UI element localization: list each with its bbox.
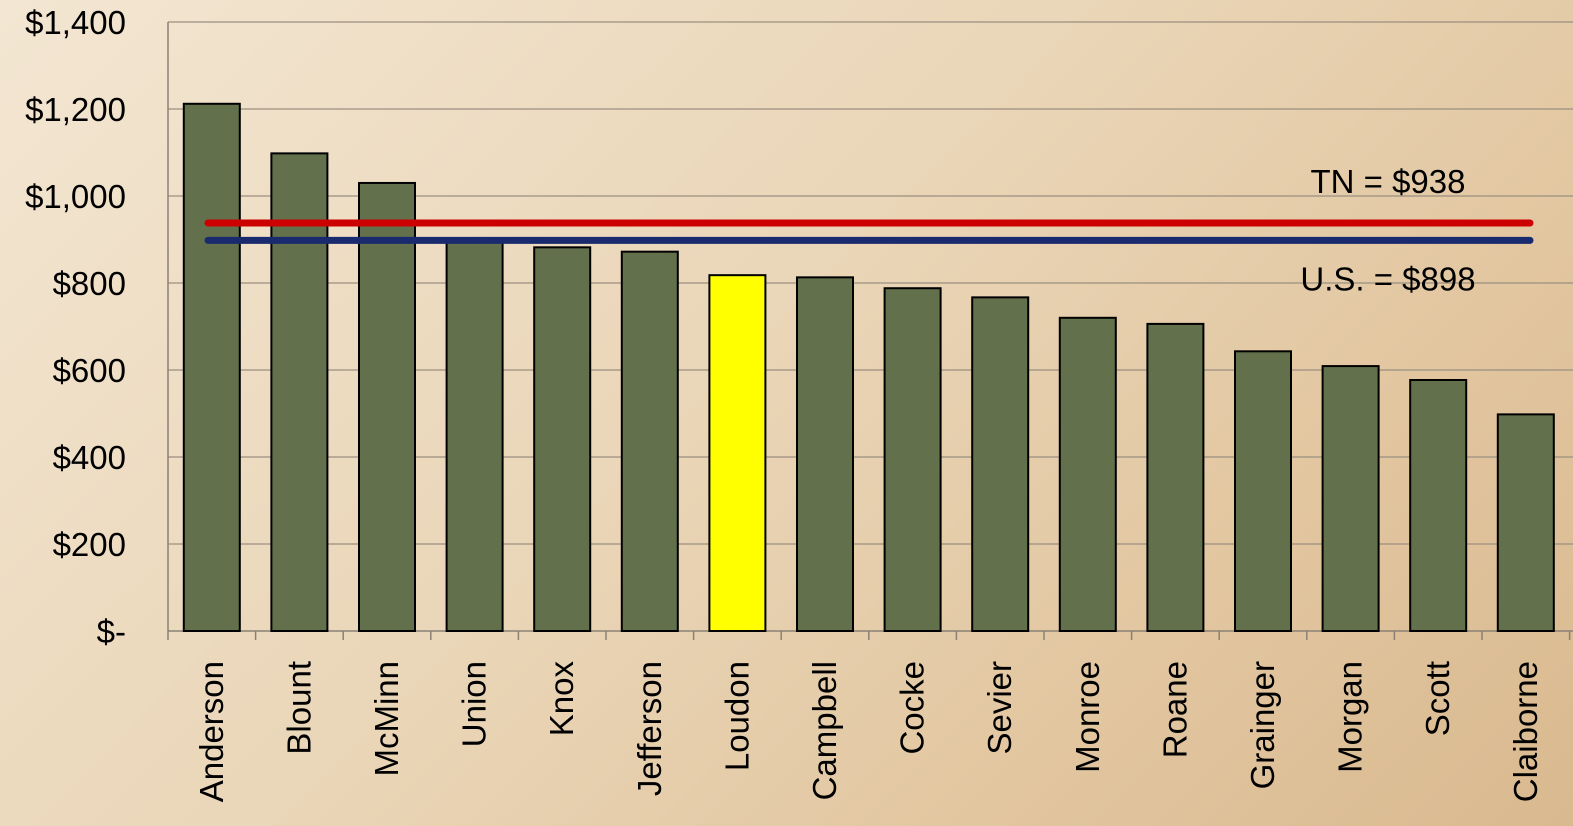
- bars: [182, 102, 1555, 633]
- y-tick-label: $400: [53, 439, 126, 476]
- x-tick-label: Union: [456, 661, 493, 747]
- x-tick-label: Jefferson: [631, 661, 668, 796]
- y-tick-label: $1,000: [25, 178, 126, 215]
- bar-mcminn: [358, 181, 416, 632]
- labels: $- $200 $400 $600 $800 $1,000 $1,200 $1,400 Ande…: [25, 4, 1544, 802]
- x-tick-label: Morgan: [1332, 661, 1369, 773]
- bar-roane: [1146, 322, 1205, 632]
- y-tick-label: $1,400: [25, 4, 126, 41]
- bar-loudon: [708, 274, 767, 632]
- reference-line-label: TN = $938: [1310, 163, 1465, 200]
- bar-blount: [270, 152, 329, 632]
- x-tick-label: Claiborne: [1507, 661, 1544, 802]
- y-tick-label: $-: [97, 613, 126, 650]
- x-tick-label: McMinn: [368, 661, 405, 777]
- reference-lines: [204, 219, 1534, 244]
- bar-grainger: [1234, 350, 1292, 632]
- x-tick-label: Cocke: [894, 661, 931, 755]
- reference-line-label: U.S. = $898: [1300, 260, 1475, 297]
- bar-monroe: [1058, 316, 1117, 632]
- x-tick-label: Campbell: [806, 661, 843, 800]
- x-tick-label: Scott: [1419, 661, 1456, 736]
- x-tick-label: Anderson: [193, 661, 230, 802]
- y-tick-label: $800: [53, 265, 126, 302]
- y-tick-label: $600: [53, 352, 126, 389]
- bar-scott: [1409, 379, 1468, 632]
- y-tick-label: $200: [53, 526, 126, 563]
- bar-knox: [533, 246, 592, 633]
- bar-sevier: [971, 296, 1030, 632]
- x-tick-label: Loudon: [718, 661, 755, 771]
- bar-campbell: [796, 276, 854, 632]
- bar-cocke: [883, 287, 942, 632]
- bar-union: [445, 240, 504, 633]
- bar-claiborne: [1496, 413, 1555, 632]
- bar-jefferson: [620, 250, 679, 632]
- x-tick-label: Blount: [280, 661, 317, 755]
- x-tick-label: Roane: [1156, 661, 1193, 758]
- x-tick-label: Monroe: [1069, 661, 1106, 773]
- bar-morgan: [1321, 365, 1380, 632]
- x-tick-label: Sevier: [981, 661, 1018, 755]
- y-tick-label: $1,200: [25, 91, 126, 128]
- bar-anderson: [182, 102, 241, 632]
- x-tick-label: Knox: [543, 661, 580, 737]
- x-tick-label: Grainger: [1244, 661, 1281, 789]
